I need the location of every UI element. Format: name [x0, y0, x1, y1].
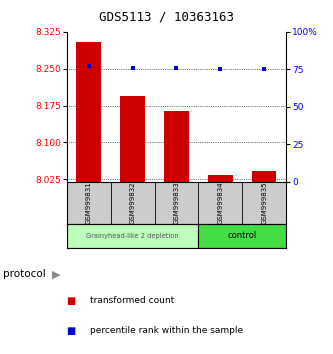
- Bar: [121, 96, 145, 182]
- Bar: [252, 171, 276, 182]
- Bar: [77, 42, 101, 182]
- Point: [218, 67, 223, 72]
- Text: ▶: ▶: [52, 269, 60, 279]
- Text: GSM999832: GSM999832: [130, 182, 136, 224]
- Text: GSM999831: GSM999831: [86, 182, 92, 224]
- Text: control: control: [228, 231, 257, 240]
- Text: GSM999833: GSM999833: [173, 182, 179, 224]
- Bar: [67, 224, 198, 248]
- Point: [262, 67, 267, 72]
- Text: GSM999834: GSM999834: [217, 182, 223, 224]
- Text: percentile rank within the sample: percentile rank within the sample: [90, 326, 243, 336]
- Bar: [165, 110, 188, 182]
- Bar: [198, 224, 286, 248]
- Text: ■: ■: [67, 296, 76, 306]
- Text: GDS5113 / 10363163: GDS5113 / 10363163: [99, 10, 234, 23]
- Point: [86, 63, 91, 69]
- Point: [174, 65, 179, 71]
- Bar: [208, 176, 232, 182]
- Point: [130, 65, 135, 71]
- Text: Grainyhead-like 2 depletion: Grainyhead-like 2 depletion: [86, 233, 179, 239]
- Text: protocol: protocol: [3, 269, 46, 279]
- Text: ■: ■: [67, 326, 76, 336]
- Text: transformed count: transformed count: [90, 296, 174, 306]
- Text: GSM999835: GSM999835: [261, 182, 267, 224]
